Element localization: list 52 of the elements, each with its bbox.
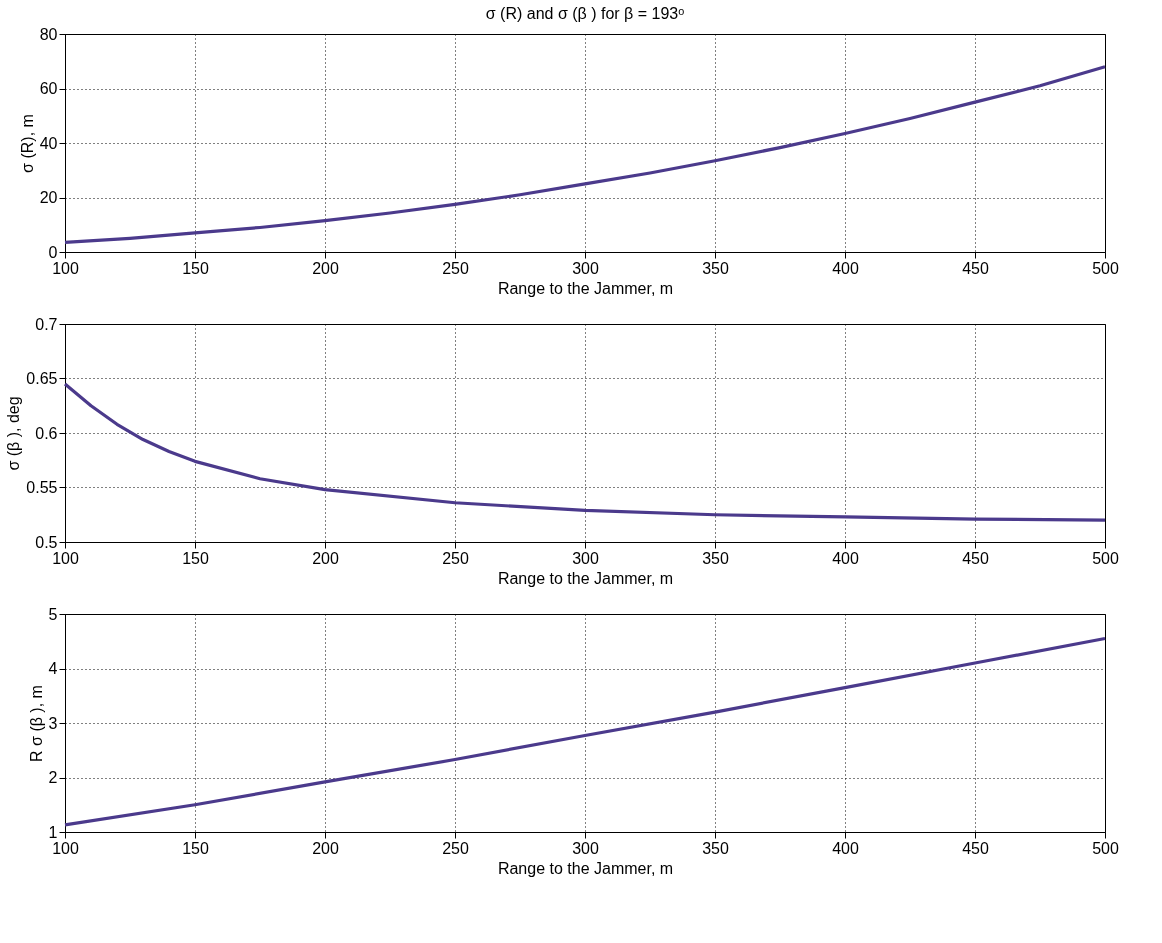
y-tick-label: 0	[48, 243, 58, 261]
x-tick-label: 300	[572, 839, 599, 857]
x-tick-label: 350	[702, 839, 729, 857]
x-axis-title: Range to the Jammer, m	[497, 569, 674, 587]
x-tick-label: 100	[52, 549, 79, 567]
line-series	[63, 382, 1107, 522]
x-tick-label: 500	[1092, 839, 1119, 857]
x-tick-label: 350	[702, 259, 729, 277]
x-axis-title: Range to the Jammer, m	[497, 279, 674, 297]
y-tick-label: 60	[39, 80, 58, 97]
y-tick-label: 40	[39, 134, 58, 152]
x-tick-label: 250	[442, 549, 469, 567]
y-tick-label: 2	[48, 769, 58, 786]
x-tick-label: 450	[962, 549, 989, 567]
x-axis-title: Range to the Jammer, m	[497, 859, 674, 877]
x-tick-label: 350	[702, 549, 729, 567]
y-axis-title: σ (R), m	[18, 114, 36, 173]
y-tick-label: 20	[39, 189, 58, 206]
x-tick-label: 450	[962, 839, 989, 857]
y-tick-label: 80	[39, 25, 58, 43]
x-tick-label: 500	[1092, 549, 1119, 567]
y-tick-label: 0.55	[26, 479, 58, 496]
x-tick-label: 400	[832, 839, 859, 857]
line-series	[63, 636, 1107, 827]
x-tick-label: 300	[572, 549, 599, 567]
x-tick-label: 300	[572, 259, 599, 277]
y-tick-label: 0.65	[26, 370, 58, 387]
x-tick-label: 250	[442, 839, 469, 857]
x-tick-label: 500	[1092, 259, 1119, 277]
y-axis-title: R σ (β ), m	[27, 685, 45, 762]
y-tick-label: 5	[48, 605, 58, 623]
x-tick-label: 100	[52, 839, 79, 857]
y-tick-label: 0.7	[35, 315, 58, 333]
y-axis-title: σ (β ), deg	[5, 396, 23, 471]
y-tick-label: 1	[48, 823, 58, 841]
x-tick-label: 200	[312, 259, 339, 277]
x-tick-label: 150	[182, 549, 209, 567]
x-tick-label: 150	[182, 259, 209, 277]
x-tick-label: 400	[832, 549, 859, 567]
y-tick-label: 0.5	[35, 533, 58, 551]
x-tick-label: 250	[442, 259, 469, 277]
x-tick-label: 200	[312, 839, 339, 857]
x-tick-label: 450	[962, 259, 989, 277]
x-tick-label: 100	[52, 259, 79, 277]
y-tick-label: 0.6	[35, 424, 58, 442]
x-tick-label: 400	[832, 259, 859, 277]
x-tick-label: 200	[312, 549, 339, 567]
line-series	[63, 65, 1107, 245]
x-tick-label: 150	[182, 839, 209, 857]
chart-title: σ (R) and σ (β ) for β = 193ᵒ	[485, 5, 685, 22]
y-tick-label: 4	[48, 660, 58, 677]
y-tick-label: 3	[48, 714, 58, 732]
